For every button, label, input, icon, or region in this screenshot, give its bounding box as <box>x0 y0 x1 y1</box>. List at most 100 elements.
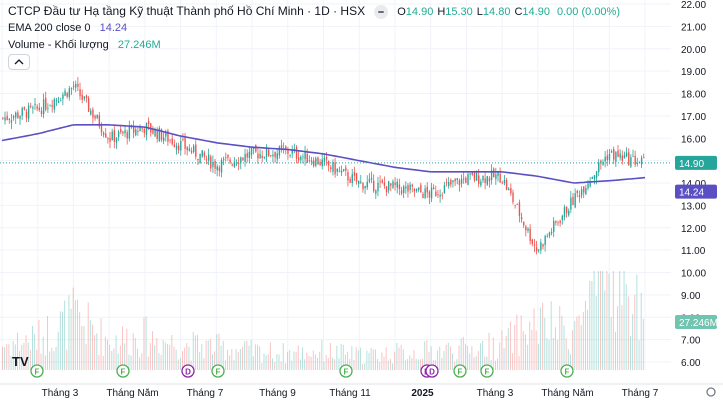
candle-body <box>188 148 191 151</box>
volume-bar <box>512 353 514 370</box>
volume-bar <box>362 364 364 370</box>
candle-body <box>34 103 36 105</box>
candle-body <box>568 210 570 216</box>
volume-bar <box>430 346 432 370</box>
candle-body <box>248 151 251 158</box>
candle-body <box>550 231 553 234</box>
candle-body <box>392 181 394 188</box>
candle-body <box>220 160 223 173</box>
volume-bar <box>152 331 153 370</box>
event-marker-label: F <box>35 368 40 377</box>
volume-bar <box>8 344 10 370</box>
candle-body <box>94 115 96 119</box>
volume-bar <box>89 320 91 370</box>
volume-bar <box>17 332 18 370</box>
hide-series-icon[interactable] <box>374 5 389 20</box>
candle-body <box>257 153 259 159</box>
volume-bar <box>310 356 312 370</box>
candle-body <box>235 163 238 165</box>
candle-body <box>373 180 375 192</box>
tradingview-logo[interactable]: TV <box>12 354 29 369</box>
volume-bar <box>621 305 623 370</box>
volume-bar <box>297 345 299 370</box>
ohlc-value-o: 14.90 <box>405 6 434 18</box>
candle-body <box>615 152 617 162</box>
candle-body <box>64 90 66 96</box>
candle-body <box>175 145 178 150</box>
candle-body <box>619 153 621 158</box>
earnings-event-icon[interactable] <box>116 364 130 378</box>
settings-gear-icon[interactable] <box>706 387 716 397</box>
volume-bar <box>372 349 374 370</box>
candle-body <box>27 105 30 119</box>
candle-body <box>403 186 405 193</box>
volume-bar <box>531 329 533 370</box>
volume-bar <box>490 360 492 370</box>
volume-bar <box>606 271 608 370</box>
volume-bar <box>261 362 263 370</box>
volume-bar <box>610 316 612 370</box>
volume-bar <box>402 349 404 370</box>
volume-bar <box>567 349 569 370</box>
price-tick-label: 14.00 <box>681 179 706 190</box>
candle-body <box>555 221 557 223</box>
candle-body <box>358 180 360 184</box>
volume-bar <box>25 335 27 370</box>
earnings-event-icon[interactable] <box>453 364 467 378</box>
candle-body <box>336 168 338 172</box>
volume-bar <box>482 340 484 370</box>
candle-body <box>623 154 626 159</box>
candle-body <box>538 249 540 251</box>
candle-body <box>272 154 274 157</box>
volume-bar <box>634 294 636 370</box>
earnings-event-icon[interactable] <box>480 364 494 378</box>
dividend-event-icon[interactable] <box>181 364 195 378</box>
earnings-event-icon[interactable] <box>339 364 353 378</box>
volume-bar <box>132 333 134 370</box>
volume-bar <box>344 354 346 370</box>
volume-bar <box>400 344 402 370</box>
candle-body <box>190 150 193 153</box>
volume-bar <box>128 354 130 370</box>
ema-line <box>1 124 646 184</box>
volume-bar <box>428 351 430 370</box>
candle-body <box>330 167 332 170</box>
collapse-legend-button[interactable] <box>8 54 30 70</box>
candle-body <box>480 181 482 186</box>
earnings-event-icon[interactable] <box>211 364 225 378</box>
volume-bar <box>257 344 259 370</box>
volume-bar <box>179 357 181 370</box>
volume-bar <box>462 336 464 370</box>
volume-bar <box>212 354 214 370</box>
volume-bar <box>304 359 306 370</box>
volume-bar <box>434 360 436 370</box>
volume-bar <box>625 284 627 370</box>
candle-body <box>362 182 364 190</box>
volume-bar <box>295 351 297 370</box>
candle-body <box>441 194 443 196</box>
volume-bar <box>486 356 488 370</box>
candle-body <box>587 183 589 189</box>
volume-bar <box>141 353 143 370</box>
candle-body <box>610 151 613 153</box>
candle-body <box>435 191 437 196</box>
candle-body <box>79 89 81 97</box>
volume-bar <box>582 311 584 370</box>
candle-body <box>205 159 208 161</box>
candle-body <box>192 145 195 152</box>
volume-bar <box>314 354 316 370</box>
legend-volume-row[interactable]: Volume - Khối lượng 27.246M <box>8 39 161 51</box>
earnings-event-icon[interactable] <box>30 364 44 378</box>
symbol-title[interactable]: CTCP Đầu tư Hạ tầng Kỹ thuật Thành phố H… <box>8 4 366 18</box>
candle-body <box>231 164 233 166</box>
candle-body <box>360 181 362 183</box>
candle-body <box>546 236 549 237</box>
earnings-event-icon[interactable] <box>560 364 574 378</box>
dividend-event-icon[interactable] <box>425 364 439 378</box>
ohlc-key-l: L <box>476 6 483 18</box>
volume-bar <box>584 300 586 370</box>
volume-bar <box>411 357 413 370</box>
legend-ema-row[interactable]: EMA 200 close 0 14.24 <box>8 22 127 34</box>
volume-bar <box>164 342 166 370</box>
